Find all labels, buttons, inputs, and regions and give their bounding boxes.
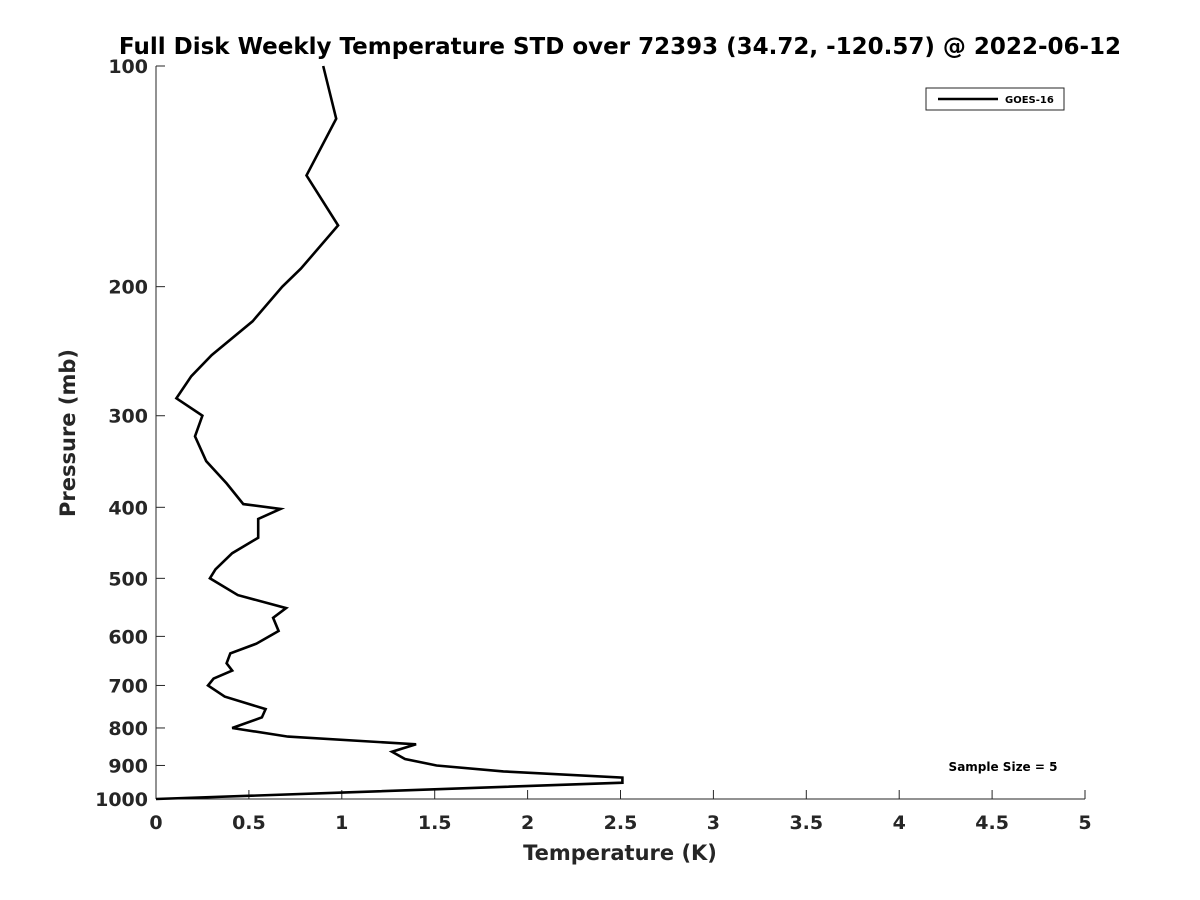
y-tick-label: 100 [108, 56, 148, 78]
x-tick-label: 1 [335, 812, 348, 834]
x-tick-label: 1.5 [418, 812, 452, 834]
x-tick-label: 3.5 [789, 812, 823, 834]
x-tick-label: 5 [1078, 812, 1091, 834]
x-tick-label: 4 [893, 812, 906, 834]
y-tick-label: 900 [108, 755, 148, 777]
y-axis-label: Pressure (mb) [56, 349, 80, 517]
x-tick-label: 3 [707, 812, 720, 834]
y-tick-label: 500 [108, 568, 148, 590]
x-tick-label: 2 [521, 812, 534, 834]
legend-label-goes-16: GOES-16 [1005, 95, 1054, 106]
y-tick-label: 600 [108, 626, 148, 648]
x-axis-ticks: 0 0.5 1 1.5 2 2.5 3 3.5 4 4.5 5 [149, 790, 1092, 834]
x-tick-label: 0 [149, 812, 162, 834]
x-axis-label: Temperature (K) [523, 841, 717, 865]
series-line-goes-16 [155, 65, 624, 801]
x-tick-label: 0.5 [232, 812, 266, 834]
chart-title: Full Disk Weekly Temperature STD over 72… [119, 34, 1121, 60]
y-axis-ticks: 100 200 300 400 500 600 700 800 900 1000 [95, 56, 165, 811]
x-tick-label: 2.5 [604, 812, 638, 834]
plot-area: 0 0.5 1 1.5 2 2.5 3 3.5 4 4.5 5 100 200 300 400 500 600… [95, 56, 1092, 834]
y-tick-label: 200 [108, 277, 148, 299]
y-tick-label: 700 [108, 675, 148, 697]
y-tick-label: 800 [108, 718, 148, 740]
sample-size-annotation: Sample Size = 5 [949, 760, 1058, 774]
y-tick-label: 300 [108, 406, 148, 428]
data-series [155, 65, 624, 801]
y-tick-label: 1000 [95, 789, 148, 811]
x-tick-label: 4.5 [975, 812, 1009, 834]
legend: GOES-16 [925, 87, 1065, 111]
y-tick-label: 400 [108, 497, 148, 519]
